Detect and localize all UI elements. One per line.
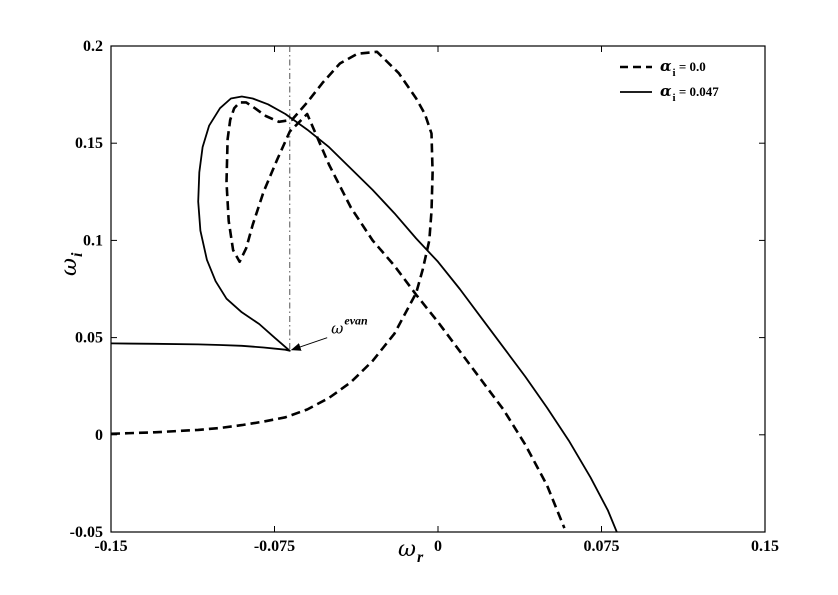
y-tick-label: 0.1 — [83, 232, 103, 249]
evanescent-annotation: ωevan — [290, 314, 368, 351]
x-tick-label: -0.15 — [94, 538, 127, 555]
series-line-alpha-0047 — [111, 95, 618, 532]
x-tick-label: 0.15 — [751, 538, 779, 555]
legend-subscript: i — [673, 92, 676, 104]
y-axis-label: ωi — [57, 252, 86, 276]
legend-value: = 0.0 — [676, 59, 706, 74]
y-tick-label: 0 — [95, 427, 103, 444]
evanescent-symbol: ω — [331, 320, 343, 338]
y-tick-label: -0.05 — [70, 524, 103, 541]
legend-label: αi = 0.047 — [660, 82, 719, 104]
x-axis-symbol: ω — [398, 537, 416, 562]
series-line-alpha-0 — [111, 50, 566, 529]
legend-label: αi = 0.0 — [660, 57, 706, 79]
plot-area-frame — [110, 45, 766, 533]
x-tick-label: -0.075 — [254, 538, 295, 555]
legend: αi = 0.0αi = 0.047 — [620, 57, 719, 104]
y-tick-label: 0.15 — [75, 135, 103, 152]
x-tick-label: 0 — [434, 538, 442, 555]
x-axis-label: ωr — [398, 537, 424, 566]
legend-value: = 0.047 — [676, 84, 720, 99]
evanescent-superscript: evan — [344, 314, 368, 328]
y-axis-ticks: -0.05 0 0.05 0.1 0.15 0.2 — [70, 38, 765, 541]
legend-symbol: α — [660, 82, 672, 100]
y-axis-subscript: i — [69, 252, 86, 257]
y-axis-symbol: ω — [57, 258, 82, 276]
x-tick-label: 0.075 — [584, 538, 620, 555]
evanescent-label: ωevan — [331, 314, 368, 338]
y-tick-label: 0.05 — [75, 330, 103, 347]
legend-symbol: α — [660, 57, 672, 75]
legend-subscript: i — [673, 67, 676, 79]
evanescent-arrow — [290, 337, 328, 351]
series-layer — [111, 50, 618, 532]
x-axis-ticks: -0.15 -0.075 0 0.075 0.15 — [94, 46, 779, 555]
x-axis-subscript: r — [417, 549, 424, 566]
y-tick-label: 0.2 — [83, 38, 103, 55]
